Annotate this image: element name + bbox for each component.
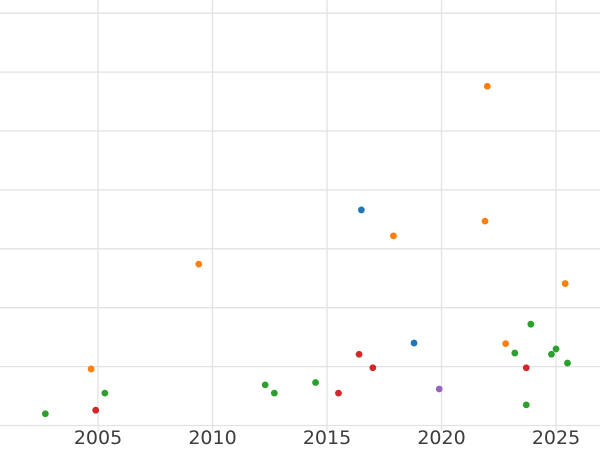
x-tick-label: 2015 — [303, 427, 351, 449]
data-point-red — [369, 364, 377, 372]
x-tick-label: 2025 — [532, 427, 580, 449]
data-point-green — [564, 359, 571, 367]
data-point-orange — [481, 217, 489, 225]
data-point-green — [522, 401, 530, 409]
x-tick-label: 2010 — [188, 427, 236, 449]
data-point-purple — [435, 385, 443, 393]
data-point-green — [101, 389, 109, 397]
data-point-red — [92, 406, 100, 414]
data-point-orange — [483, 82, 491, 90]
data-point-blue — [357, 206, 365, 214]
data-point-blue — [410, 339, 418, 347]
data-point-green — [552, 345, 560, 353]
x-tick-label: 2020 — [417, 427, 465, 449]
x-tick-label: 2005 — [74, 427, 122, 449]
data-point-green — [527, 320, 535, 328]
data-point-green — [511, 349, 519, 357]
data-point-orange — [195, 260, 203, 268]
data-point-orange — [87, 365, 95, 373]
data-point-red — [522, 364, 530, 372]
data-point-green — [548, 350, 555, 358]
data-point-green — [270, 389, 278, 397]
data-point-orange — [390, 232, 397, 240]
data-point-orange — [561, 280, 569, 287]
data-point-green — [261, 381, 269, 389]
data-point-green — [312, 379, 319, 386]
data-point-red — [355, 350, 363, 358]
data-point-orange — [502, 340, 510, 348]
data-point-red — [335, 389, 342, 397]
data-point-green — [41, 410, 49, 418]
